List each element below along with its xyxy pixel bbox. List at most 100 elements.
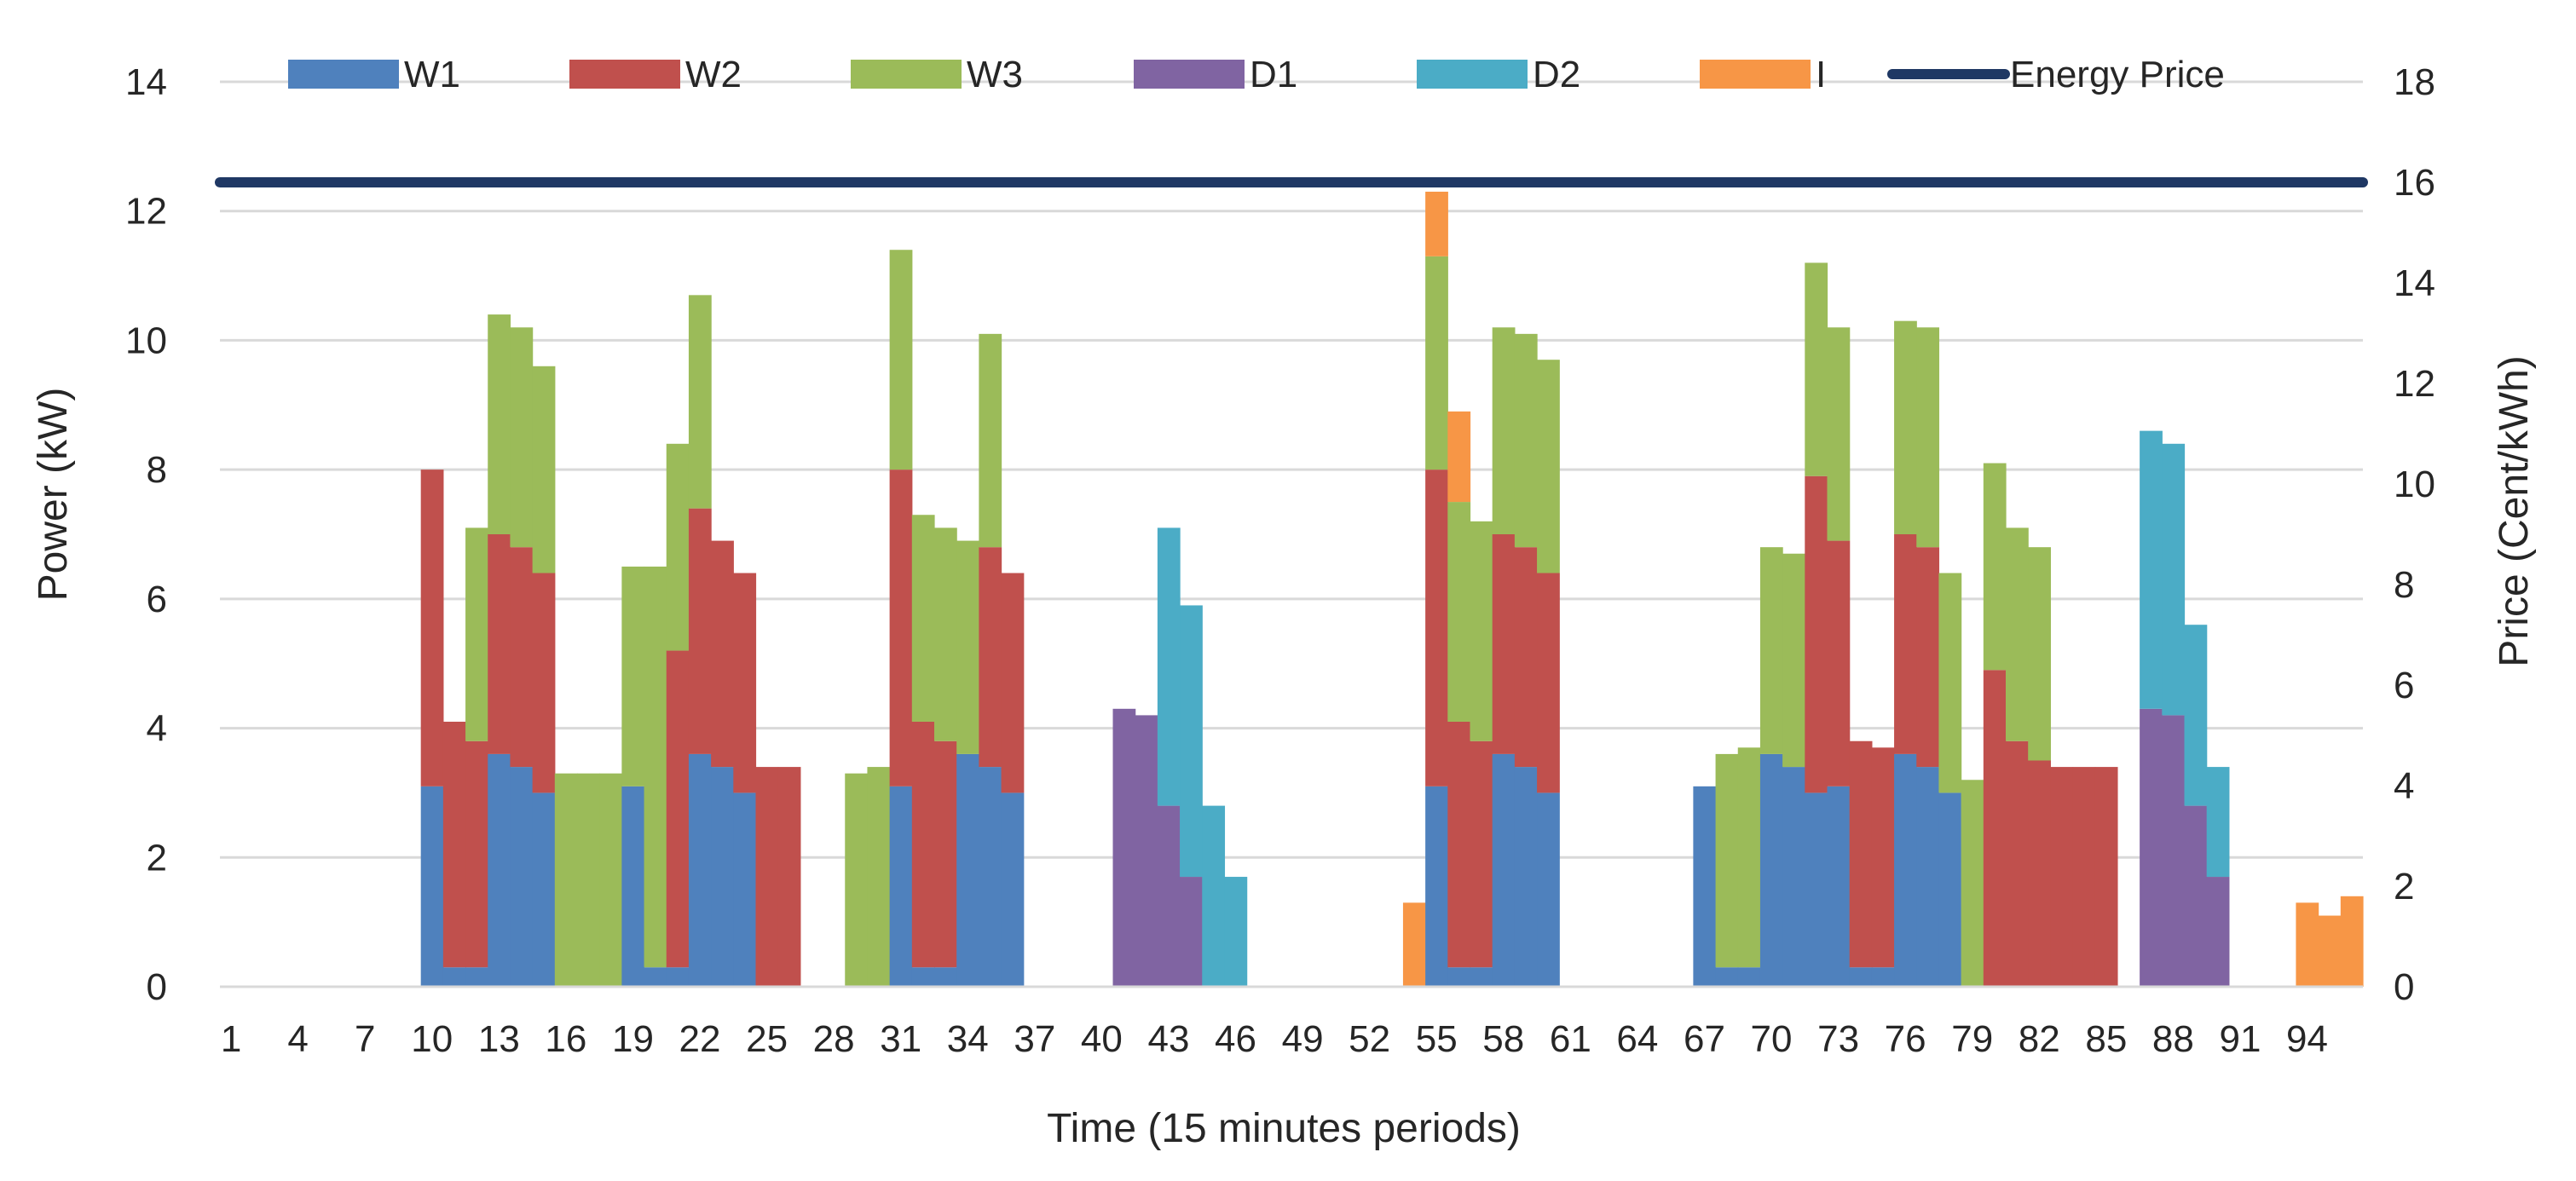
y-tick-2: 2 bbox=[147, 837, 167, 879]
bar-D2-90 bbox=[2206, 767, 2230, 878]
bar-W2-58 bbox=[1492, 534, 1516, 754]
bar-W2-76 bbox=[1894, 534, 1917, 754]
bar-W3-56 bbox=[1447, 502, 1471, 722]
y2-tick-4: 4 bbox=[2394, 765, 2414, 807]
bar-W1-36 bbox=[1001, 792, 1025, 987]
bar-W2-35 bbox=[979, 547, 1002, 768]
x-axis-ticks: 1 4 7 10 13 16 19 22 25 28 31 34 37 40 43 46 49 52 55 58 61 6… bbox=[221, 1018, 2328, 1060]
bar-D1-87 bbox=[2140, 708, 2163, 987]
bar-W1-11 bbox=[442, 967, 466, 987]
x-tick-70: 70 bbox=[1751, 1018, 1793, 1060]
x-tick-16: 16 bbox=[545, 1018, 586, 1060]
x-tick-4: 4 bbox=[287, 1018, 308, 1060]
bar-W3-22 bbox=[688, 295, 712, 509]
y2-tick-2: 2 bbox=[2394, 866, 2414, 907]
x-tick-46: 46 bbox=[1215, 1018, 1256, 1060]
bar-W3-55 bbox=[1425, 256, 1448, 470]
bar-W3-13 bbox=[488, 314, 511, 534]
x-tick-91: 91 bbox=[2219, 1018, 2261, 1060]
y2-axis-ticks: 0 2 4 6 8 10 12 14 16 18 bbox=[2394, 61, 2435, 1008]
bar-W1-67 bbox=[1693, 786, 1717, 987]
y2-tick-16: 16 bbox=[2394, 162, 2435, 204]
y2-tick-14: 14 bbox=[2394, 262, 2435, 304]
bar-W2-11 bbox=[442, 721, 466, 968]
bar-W1-71 bbox=[1782, 767, 1805, 987]
x-tick-40: 40 bbox=[1081, 1018, 1123, 1060]
bar-W2-55 bbox=[1425, 470, 1448, 786]
bar-W3-81 bbox=[2006, 527, 2029, 741]
bar-W2-83 bbox=[2050, 767, 2074, 987]
x-tick-88: 88 bbox=[2152, 1018, 2194, 1060]
bar-W1-55 bbox=[1425, 786, 1448, 987]
x-tick-37: 37 bbox=[1014, 1018, 1055, 1060]
bar-W3-29 bbox=[845, 773, 869, 987]
x-tick-22: 22 bbox=[679, 1018, 721, 1060]
bar-W1-24 bbox=[733, 792, 757, 987]
bar-D2-87 bbox=[2140, 430, 2163, 709]
y2-tick-8: 8 bbox=[2394, 564, 2414, 606]
x-tick-31: 31 bbox=[880, 1018, 921, 1060]
bar-W1-58 bbox=[1492, 753, 1516, 987]
bar-D1-90 bbox=[2206, 877, 2230, 987]
bar-D2-89 bbox=[2184, 625, 2208, 806]
legend-label-W3: W3 bbox=[967, 54, 1023, 95]
bar-I-95 bbox=[2318, 915, 2342, 987]
bar-W2-15 bbox=[532, 573, 556, 793]
legend-label-D2: D2 bbox=[1533, 54, 1580, 95]
y-tick-14: 14 bbox=[125, 61, 167, 103]
bar-W1-20 bbox=[644, 967, 667, 987]
bar-W3-72 bbox=[1805, 262, 1828, 476]
bar-W2-33 bbox=[934, 740, 957, 968]
x-tick-94: 94 bbox=[2286, 1018, 2328, 1060]
bar-W3-57 bbox=[1470, 521, 1493, 741]
bar-W2-60 bbox=[1537, 573, 1560, 793]
bar-W3-71 bbox=[1782, 553, 1805, 768]
bar-W1-19 bbox=[621, 786, 645, 987]
bar-W2-73 bbox=[1827, 540, 1851, 786]
legend-swatch-D2 bbox=[1417, 60, 1528, 89]
bar-W2-10 bbox=[420, 470, 444, 786]
bar-W3-76 bbox=[1894, 320, 1917, 534]
x-tick-28: 28 bbox=[813, 1018, 855, 1060]
x-tick-79: 79 bbox=[1951, 1018, 1993, 1060]
bar-I-94 bbox=[2296, 902, 2319, 987]
x-tick-52: 52 bbox=[1349, 1018, 1390, 1060]
bar-W2-77 bbox=[1916, 547, 1940, 768]
x-tick-55: 55 bbox=[1416, 1018, 1458, 1060]
legend-swatch-W1 bbox=[288, 60, 399, 89]
bar-W3-35 bbox=[979, 333, 1002, 548]
bar-W2-85 bbox=[2094, 767, 2118, 987]
y-tick-0: 0 bbox=[147, 966, 167, 1008]
bar-W1-72 bbox=[1805, 792, 1828, 987]
bar-W1-23 bbox=[711, 767, 734, 987]
bar-W1-35 bbox=[979, 767, 1002, 987]
bar-W1-21 bbox=[666, 967, 690, 987]
bar-W1-60 bbox=[1537, 792, 1560, 987]
bar-W1-57 bbox=[1470, 967, 1493, 987]
bar-W2-24 bbox=[733, 573, 757, 793]
bar-W3-59 bbox=[1514, 333, 1538, 548]
x-tick-19: 19 bbox=[612, 1018, 654, 1060]
bar-W3-31 bbox=[889, 250, 913, 470]
bar-W3-58 bbox=[1492, 327, 1516, 534]
bar-W3-30 bbox=[867, 767, 891, 987]
y2-tick-12: 12 bbox=[2394, 363, 2435, 405]
bar-W1-34 bbox=[956, 753, 979, 987]
bar-W2-13 bbox=[488, 534, 511, 754]
bar-I-55 bbox=[1425, 191, 1448, 256]
legend-swatch-W2 bbox=[569, 60, 680, 89]
bar-W1-77 bbox=[1916, 767, 1940, 987]
bar-W3-77 bbox=[1916, 327, 1940, 548]
bar-W2-22 bbox=[688, 508, 712, 754]
x-tick-76: 76 bbox=[1885, 1018, 1926, 1060]
bar-W2-32 bbox=[911, 721, 935, 968]
legend-swatch-D1 bbox=[1134, 60, 1245, 89]
bar-W2-26 bbox=[777, 767, 801, 987]
x-tick-34: 34 bbox=[947, 1018, 989, 1060]
x-axis-title: Time (15 minutes periods) bbox=[1047, 1106, 1521, 1151]
y-tick-4: 4 bbox=[147, 708, 167, 750]
x-tick-25: 25 bbox=[746, 1018, 788, 1060]
bar-W2-31 bbox=[889, 470, 913, 786]
bar-W2-14 bbox=[510, 547, 534, 768]
